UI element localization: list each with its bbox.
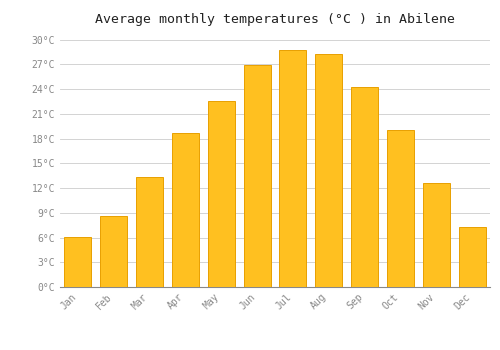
Bar <box>136 176 163 287</box>
Bar <box>208 101 234 287</box>
Bar <box>172 133 199 287</box>
Bar <box>100 216 127 287</box>
Bar <box>280 50 306 287</box>
Bar <box>244 65 270 287</box>
Bar <box>458 227 485 287</box>
Bar <box>351 87 378 287</box>
Bar <box>64 237 92 287</box>
Bar <box>316 54 342 287</box>
Title: Average monthly temperatures (°C ) in Abilene: Average monthly temperatures (°C ) in Ab… <box>95 13 455 26</box>
Bar <box>423 183 450 287</box>
Bar <box>387 131 414 287</box>
